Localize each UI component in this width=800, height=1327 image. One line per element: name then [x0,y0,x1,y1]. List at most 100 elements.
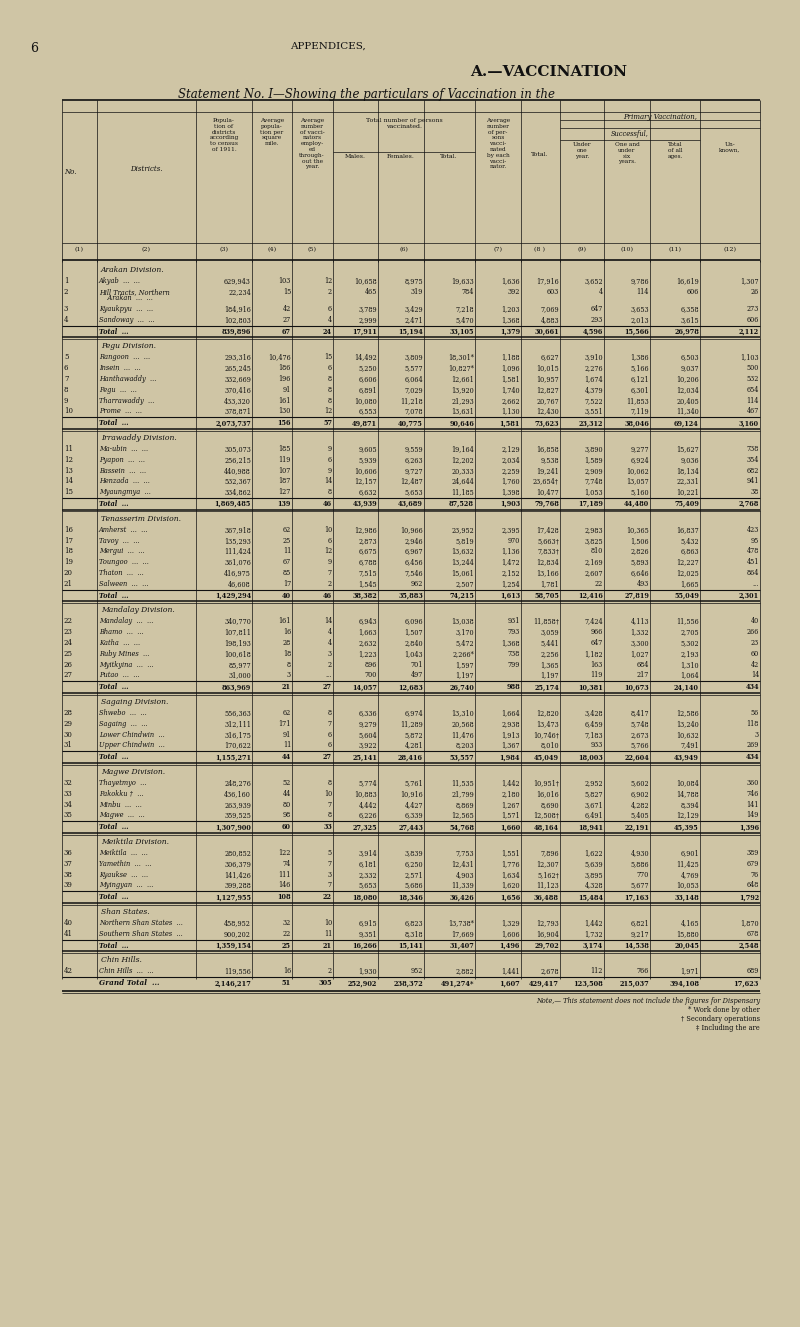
Text: 2,705: 2,705 [680,628,699,636]
Text: 293,316: 293,316 [224,353,251,361]
Text: 13,166: 13,166 [536,569,559,577]
Text: 18,003: 18,003 [578,754,603,762]
Text: Average
number
of vacci-
nators
employ-
ed
through-
out the
year.: Average number of vacci- nators employ- … [299,118,325,170]
Text: 8,869: 8,869 [455,800,474,808]
Text: Primary Vaccination,: Primary Vaccination, [623,113,697,121]
Text: 7,546: 7,546 [404,569,423,577]
Text: 896: 896 [365,661,377,669]
Text: 43,949: 43,949 [674,754,699,762]
Text: Statement No. I—Showing the particulars of Vaccination in the: Statement No. I—Showing the particulars … [178,88,555,101]
Text: 170,622: 170,622 [224,742,251,750]
Text: 15,141: 15,141 [398,942,423,950]
Text: 11,535: 11,535 [451,779,474,787]
Text: 11,185: 11,185 [451,488,474,496]
Text: 4,379: 4,379 [584,386,603,394]
Text: 2: 2 [64,288,69,296]
Text: 2,112: 2,112 [738,328,759,336]
Text: 8,975: 8,975 [404,277,423,285]
Text: 6,901: 6,901 [680,849,699,857]
Text: 1,551: 1,551 [502,849,520,857]
Text: 2,073,737: 2,073,737 [215,419,251,427]
Text: 1,053: 1,053 [584,488,603,496]
Text: 1,267: 1,267 [502,800,520,808]
Text: Insein  ...  ...: Insein ... ... [99,365,141,373]
Text: 31: 31 [64,742,73,750]
Text: 931: 931 [508,617,520,625]
Text: 1,581: 1,581 [500,419,520,427]
Text: 18,301*: 18,301* [448,353,474,361]
Text: 54,768: 54,768 [449,823,474,831]
Text: 6,675: 6,675 [358,548,377,556]
Text: 38,046: 38,046 [624,419,649,427]
Text: 32: 32 [282,920,291,928]
Text: (12): (12) [723,247,737,252]
Text: 4,328: 4,328 [584,881,603,889]
Text: 1,634: 1,634 [502,871,520,878]
Text: 15,194: 15,194 [398,328,423,336]
Text: 9,786: 9,786 [630,277,649,285]
Text: 493: 493 [637,580,649,588]
Text: 198,193: 198,193 [224,640,251,648]
Text: 367,918: 367,918 [224,525,251,533]
Text: 11,853: 11,853 [626,397,649,405]
Text: 1,043: 1,043 [404,650,423,658]
Text: 4: 4 [328,628,332,636]
Text: Total.: Total. [531,153,549,157]
Text: 6,491: 6,491 [584,812,603,820]
Text: Total  ...: Total ... [99,683,129,691]
Text: 16,837: 16,837 [676,525,699,533]
Text: 10,673: 10,673 [624,683,649,691]
Text: 2,909: 2,909 [584,467,603,475]
Text: 98: 98 [282,812,291,820]
Text: 22,331: 22,331 [676,478,699,486]
Text: 26: 26 [750,288,759,296]
Text: 359,525: 359,525 [224,812,251,820]
Text: 11,425: 11,425 [676,860,699,868]
Text: Prome  ...  ...: Prome ... ... [99,407,142,415]
Text: 35: 35 [64,812,73,820]
Text: Pakokku †  ...: Pakokku † ... [99,790,144,798]
Text: 1,365: 1,365 [540,661,559,669]
Text: 17: 17 [64,536,73,544]
Text: Chin Hills  ...  ...: Chin Hills ... ... [99,967,154,975]
Text: 7,748: 7,748 [584,478,603,486]
Text: 37: 37 [64,860,73,868]
Text: 9,277: 9,277 [630,445,649,453]
Text: 8,394: 8,394 [680,800,699,808]
Text: 18: 18 [64,548,73,556]
Text: 114: 114 [637,288,649,296]
Text: 5,302: 5,302 [680,640,699,648]
Text: 5,639: 5,639 [584,860,603,868]
Text: 107,811: 107,811 [224,628,251,636]
Text: 29: 29 [64,719,73,729]
Text: 44: 44 [282,790,291,798]
Text: 17,163: 17,163 [624,893,649,901]
Text: 1,792: 1,792 [738,893,759,901]
Text: 22,234: 22,234 [228,288,251,296]
Text: 7: 7 [328,881,332,889]
Text: 332,669: 332,669 [224,376,251,384]
Text: 654: 654 [746,386,759,394]
Text: Average
popula-
tion per
square
mile.: Average popula- tion per square mile. [260,118,284,146]
Text: 25: 25 [64,650,73,658]
Text: 20: 20 [64,569,73,577]
Text: 810: 810 [590,548,603,556]
Text: 141: 141 [746,800,759,808]
Text: Magwe Division.: Magwe Division. [101,768,165,776]
Text: Chin Hills.: Chin Hills. [101,957,142,965]
Text: Myingyan  ...  ...: Myingyan ... ... [99,881,154,889]
Text: 5,819: 5,819 [455,536,474,544]
Text: 12,431: 12,431 [451,860,474,868]
Text: 12,827: 12,827 [536,386,559,394]
Text: 1,869,485: 1,869,485 [214,500,251,508]
Text: 2,256: 2,256 [540,650,559,658]
Text: A.—VACCINATION: A.—VACCINATION [470,65,627,80]
Text: 7,522: 7,522 [584,397,603,405]
Text: 111,424: 111,424 [224,548,251,556]
Text: 256,215: 256,215 [224,456,251,464]
Text: 1,613: 1,613 [500,592,520,600]
Text: (10): (10) [621,247,634,252]
Text: 5,250: 5,250 [358,365,377,373]
Text: 970: 970 [508,536,520,544]
Text: 491,274*: 491,274* [441,979,474,987]
